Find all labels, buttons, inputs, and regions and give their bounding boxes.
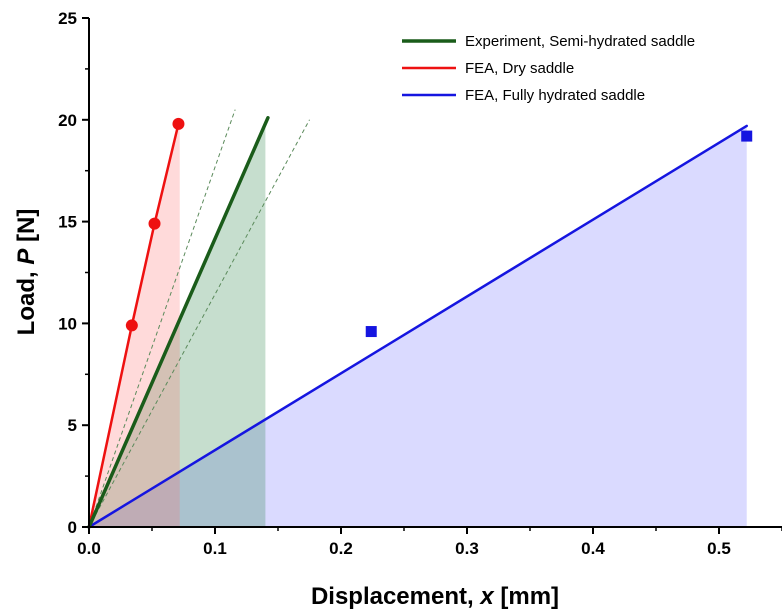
point-fea-dry-saddle — [172, 117, 185, 130]
x-axis-title-prefix: Displacement, — [311, 583, 480, 610]
x-tick-label: 0.2 — [329, 539, 353, 558]
x-tick-label: 0.0 — [77, 539, 101, 558]
series-line-layer — [87, 116, 748, 529]
tick-layer — [82, 17, 782, 534]
x-axis-title-symbol: x — [478, 583, 495, 610]
legend-label-fea-dry-saddle: FEA, Dry saddle — [465, 60, 574, 77]
legend-label-experiment-semi-hydrated-saddle: Experiment, Semi-hydrated saddle — [465, 33, 695, 50]
point-fea-dry-saddle — [148, 217, 161, 230]
x-tick-label: 0.5 — [707, 539, 731, 558]
point-fea-fully-hydrated-saddle — [741, 130, 753, 142]
bound-line-1 — [88, 109, 236, 528]
x-tick-label: 0.3 — [455, 539, 479, 558]
tick-label-layer: 0.0 0.1 0.2 0.3 0.4 0.5 0 5 10 15 20 25 — [58, 9, 731, 558]
y-tick-label: 5 — [68, 416, 77, 435]
x-axis-title: Displacement, x [mm] — [311, 583, 559, 610]
legend-label-fea-fully-hydrated-saddle: FEA, Fully hydrated saddle — [465, 87, 645, 104]
x-tick-label: 0.4 — [581, 539, 605, 558]
y-axis-title-unit: [N] — [13, 209, 40, 249]
x-tick-label: 0.1 — [203, 539, 227, 558]
bound-line-2 — [88, 119, 310, 528]
y-tick-label: 10 — [58, 314, 77, 333]
y-tick-label: 15 — [58, 213, 77, 232]
marker-layer — [125, 117, 753, 338]
bound-line-layer — [88, 109, 310, 528]
x-axis-title-unit: [mm] — [494, 583, 559, 610]
y-tick-label: 20 — [58, 111, 77, 130]
y-tick-label: 0 — [68, 518, 77, 537]
point-fea-dry-saddle — [125, 319, 138, 332]
y-axis-title: Load, P [N] — [13, 209, 40, 336]
line-fea-dry-saddle — [87, 122, 180, 529]
y-axis-title-prefix: Load, — [13, 265, 40, 336]
point-fea-fully-hydrated-saddle — [365, 326, 377, 338]
line-experiment-semi-hydrated-saddle — [87, 116, 270, 529]
y-axis-title-symbol: P — [13, 248, 40, 265]
line-fea-fully-hydrated-saddle — [87, 124, 748, 529]
legend: Experiment, Semi-hydrated saddle FEA, Dry… — [402, 33, 695, 104]
y-tick-label: 25 — [58, 9, 77, 28]
